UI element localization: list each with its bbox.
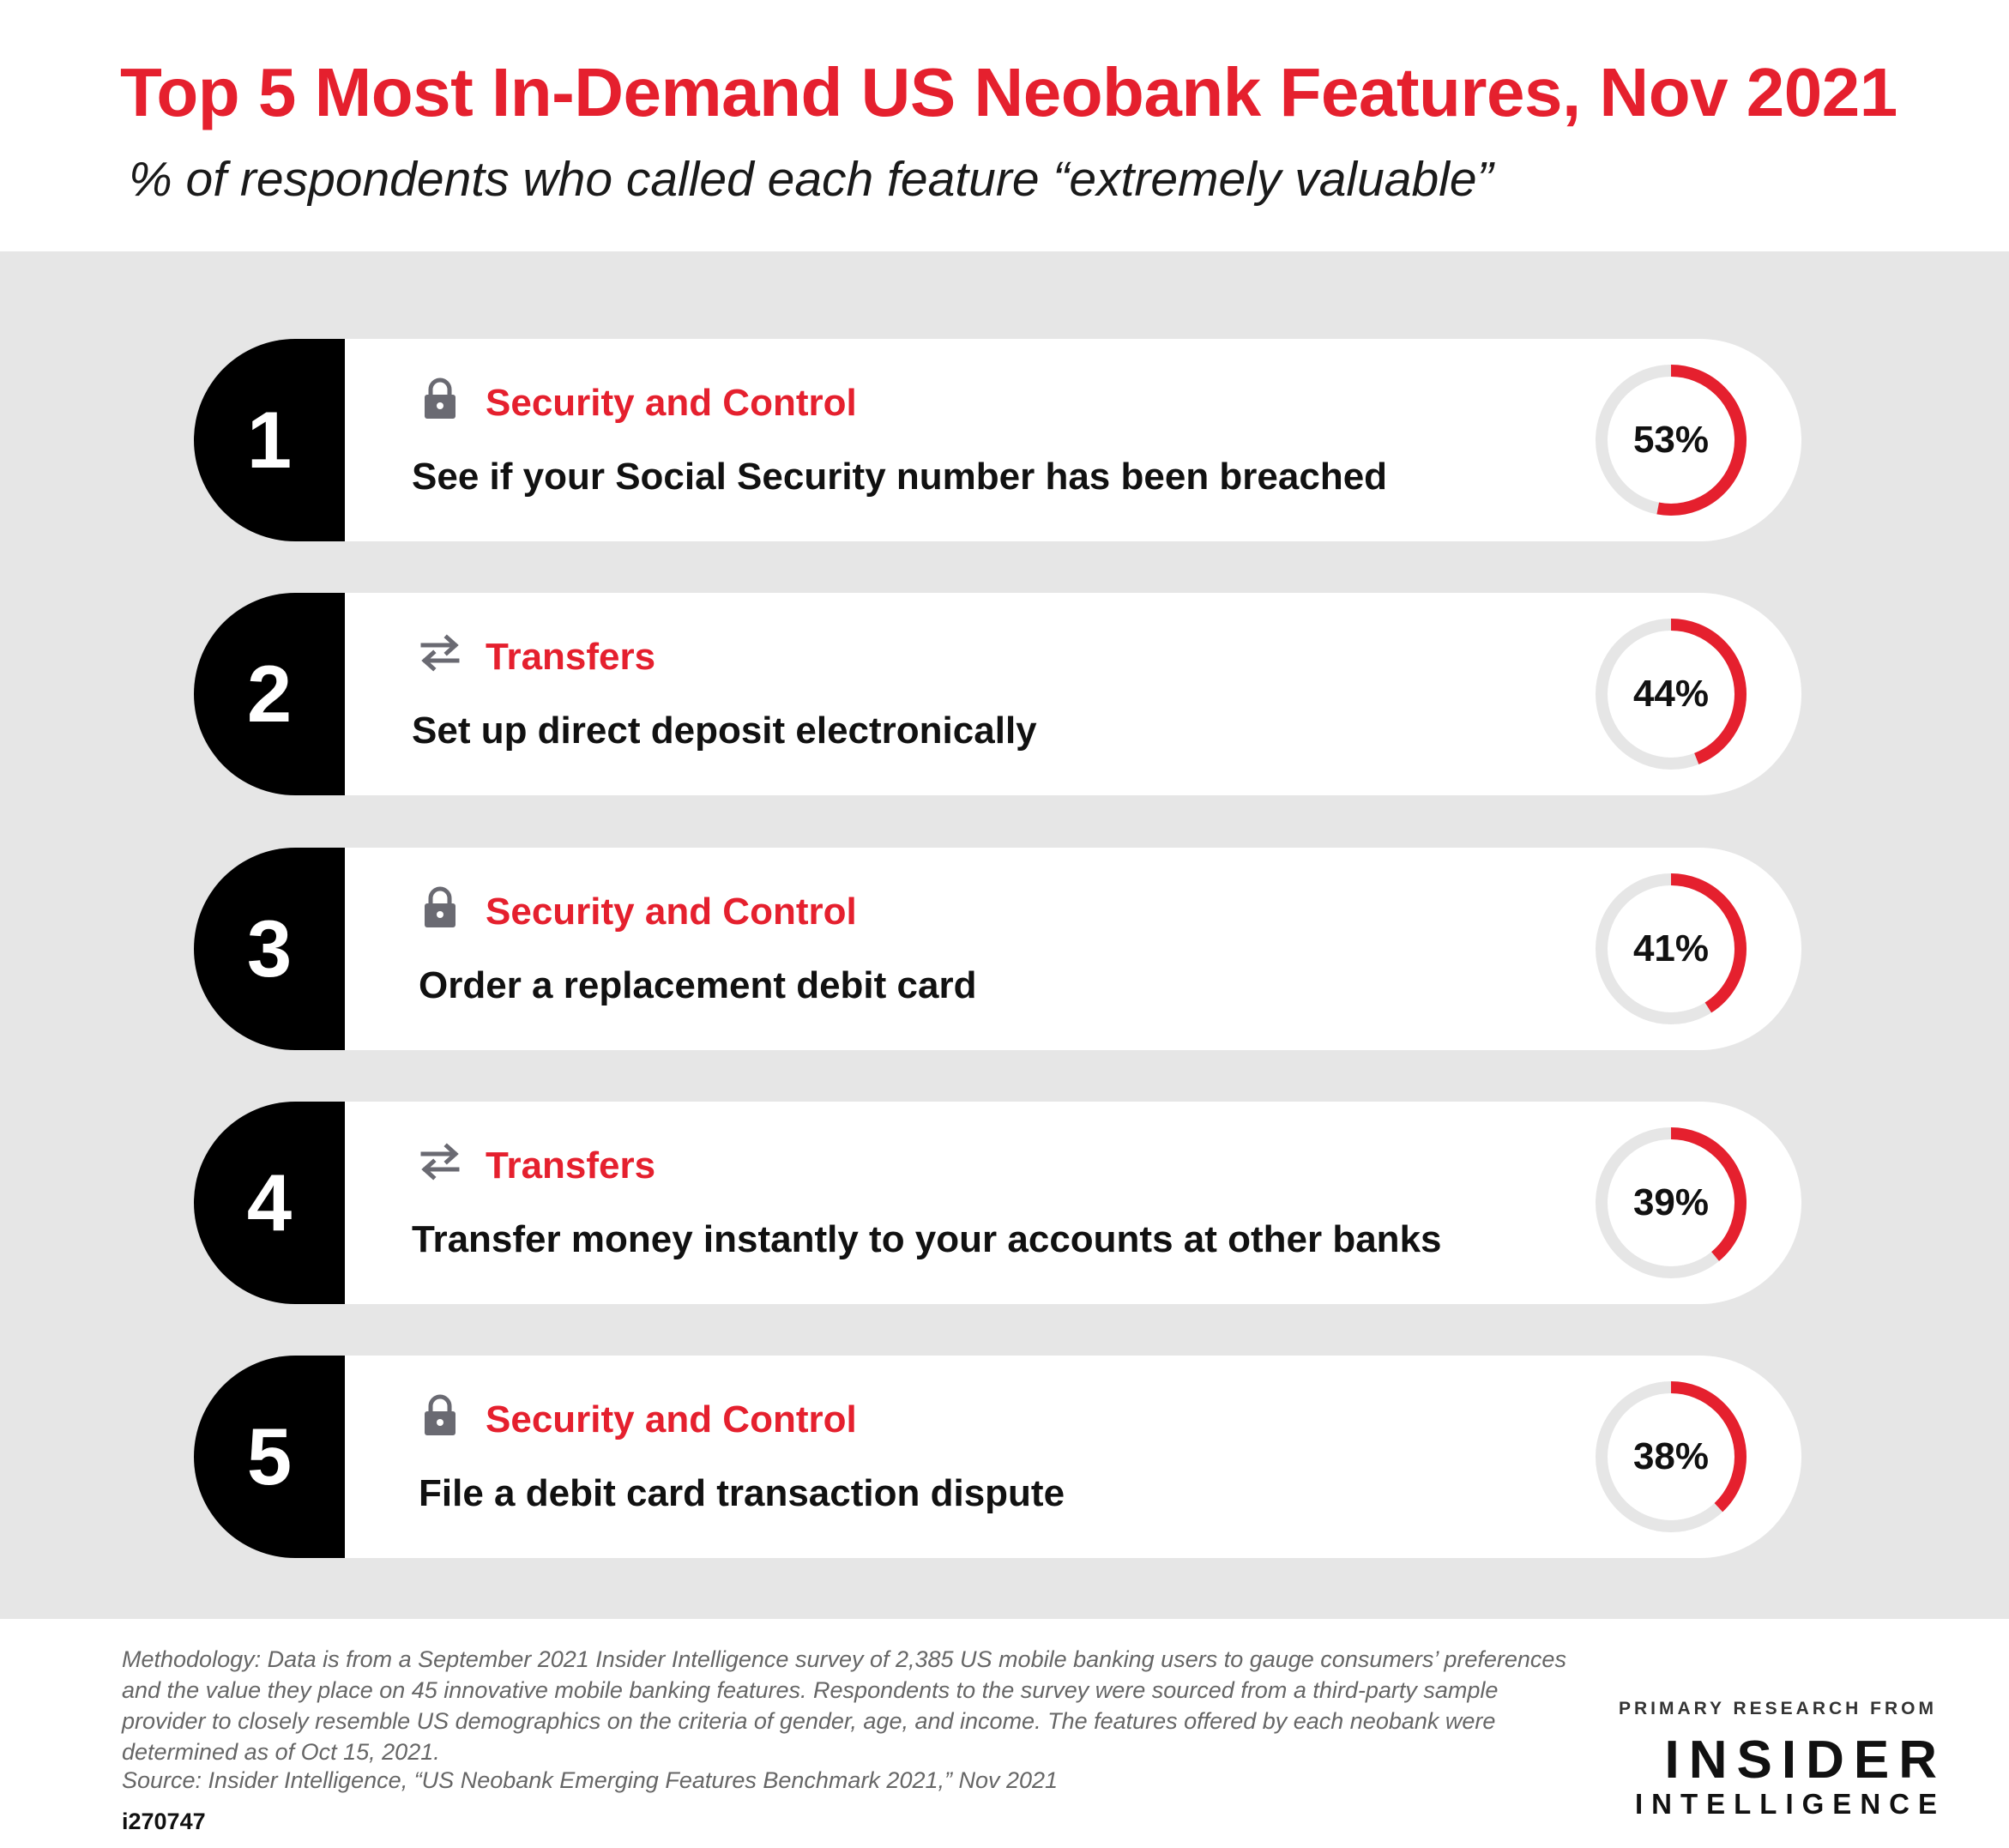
lock-icon: [425, 1394, 455, 1435]
percentage-donut: 39%: [1590, 1122, 1752, 1283]
transfer-arrows-icon: [420, 634, 460, 672]
donut-value-arc: [1596, 365, 1747, 516]
feature-category: Security and Control: [486, 891, 857, 933]
percentage-label: 53%: [1632, 419, 1710, 461]
brand-logo-insider: INSIDER: [1664, 1730, 1946, 1790]
feature-description: Order a replacement debit card: [419, 964, 977, 1006]
feature-category: Security and Control: [486, 382, 857, 424]
donut-chart: [1596, 1381, 1747, 1532]
feature-category: Transfers: [486, 636, 656, 678]
chart-subtitle: % of respondents who called each feature…: [129, 152, 1493, 207]
donut-value-arc: [1596, 1127, 1747, 1278]
feature-category: Transfers: [486, 1144, 656, 1187]
feature-card: 1 Security and Control See if your Socia…: [194, 339, 1801, 541]
donut-chart: [1596, 365, 1747, 516]
feature-card: 4 Transfers Transfer money instantly to …: [194, 1102, 1801, 1304]
feature-description: Transfer money instantly to your account…: [412, 1218, 1442, 1260]
percentage-donut: 44%: [1590, 613, 1752, 775]
lock-icon: [425, 886, 455, 927]
feature-description: File a debit card transaction dispute: [419, 1472, 1065, 1514]
rank-badge: 1: [194, 339, 345, 541]
donut-chart: [1596, 619, 1747, 770]
source-note: Source: Insider Intelligence, “US Neoban…: [122, 1767, 1059, 1793]
methodology-note: Methodology: Data is from a September 20…: [122, 1646, 1566, 1765]
chart-id: i270747: [122, 1809, 206, 1834]
brand-logo-intelligence: INTELLIGENCE: [1634, 1788, 1946, 1820]
feature-card: 3 Security and Control Order a replaceme…: [194, 848, 1801, 1050]
percentage-donut: 41%: [1590, 868, 1752, 1030]
donut-chart: [1596, 1127, 1747, 1278]
percentage-label: 44%: [1632, 673, 1710, 715]
donut-value-arc: [1596, 619, 1747, 770]
rank-badge: 4: [194, 1102, 345, 1304]
feature-description: See if your Social Security number has b…: [412, 456, 1388, 498]
feature-card: 5 Security and Control File a debit card…: [194, 1356, 1801, 1558]
feature-category: Security and Control: [486, 1398, 857, 1440]
feature-description: Set up direct deposit electronically: [412, 710, 1037, 752]
transfer-arrows-icon: [420, 1143, 460, 1181]
brand-tagline: PRIMARY RESEARCH FROM: [1618, 1699, 1937, 1718]
percentage-label: 39%: [1632, 1181, 1710, 1223]
lock-icon: [425, 377, 455, 419]
chart-title: Top 5 Most In-Demand US Neobank Features…: [120, 54, 1897, 130]
percentage-donut: 38%: [1590, 1376, 1752, 1537]
donut-value-arc: [1596, 1381, 1747, 1532]
percentage-label: 38%: [1632, 1435, 1710, 1477]
rank-badge: 5: [194, 1356, 345, 1558]
percentage-donut: 53%: [1590, 359, 1752, 521]
feature-card: 2 Transfers Set up direct deposit electr…: [194, 593, 1801, 795]
rank-badge: 3: [194, 848, 345, 1050]
percentage-label: 41%: [1632, 927, 1710, 969]
rank-badge: 2: [194, 593, 345, 795]
donut-value-arc: [1596, 873, 1747, 1024]
donut-chart: [1596, 873, 1747, 1024]
